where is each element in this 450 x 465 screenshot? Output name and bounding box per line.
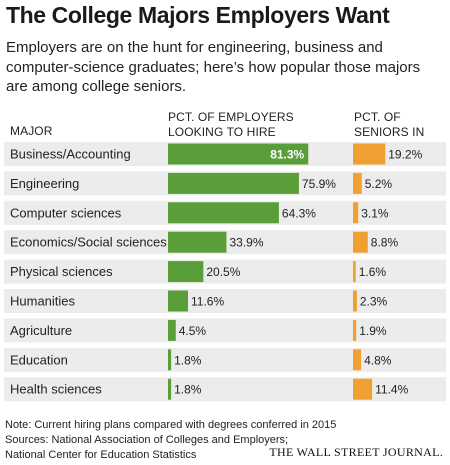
employers-value-label: 4.5% [179,324,207,338]
employers-bar [168,172,299,194]
employers-value-label: 11.6% [191,295,224,309]
seniors-bar [353,378,373,400]
category-label: Computer sciences [10,205,122,220]
employers-bar [168,319,176,341]
row-band [4,318,446,343]
seniors-bar [353,290,357,312]
seniors-bar [353,172,362,194]
seniors-value-label: 1.9% [359,324,387,338]
category-label: Humanities [10,294,76,309]
employers-value-label: 1.8% [174,383,202,397]
category-label: Agriculture [10,323,72,338]
employers-bar [168,231,227,253]
row-band [4,347,446,372]
seniors-bar [353,261,356,283]
employers-column-header: PCT. OF EMPLOYERS LOOKING TO HIRE [168,110,294,139]
seniors-value-label: 5.2% [365,177,393,191]
employers-value-label: 75.9% [302,177,336,191]
seniors-bar [353,231,368,253]
employers-value-label: 33.9% [229,236,263,250]
category-label: Engineering [10,176,79,191]
footnote: Note: Current hiring plans compared with… [5,419,337,431]
sources-line-1: Sources: National Association of College… [5,434,289,446]
seniors-bar [353,143,386,165]
employers-bar [168,143,309,165]
chart-title: The College Majors Employers Want [6,2,390,28]
chart-subtitle: Employers are on the hunt for engineerin… [6,39,421,95]
employers-bar [168,202,279,224]
seniors-value-label: 19.2% [388,148,422,162]
sources-line-2: National Center for Education Statistics [5,449,197,461]
row-band [4,289,446,313]
category-label: Economics/Social sciences [10,235,167,250]
employers-value-label: 20.5% [206,265,240,279]
seniors-value-label: 8.8% [371,236,399,250]
publisher-logo: THE WALL STREET JOURNAL. [269,445,443,459]
major-column-header: MAJOR [10,124,53,138]
seniors-bar [353,319,357,341]
seniors-value-label: 4.8% [364,353,392,367]
row-band [4,377,446,402]
employers-bar [168,349,172,371]
employers-value-label: 1.8% [174,353,202,367]
seniors-bar [353,349,362,371]
employers-bar [168,290,189,312]
employers-bar [168,261,204,283]
bar-chart: Business/Accounting 81.3% 19.2% Engineering… [4,142,446,402]
row-band [4,259,446,284]
employers-value-label: 81.3% [270,148,304,162]
seniors-value-label: 2.3% [360,295,388,309]
seniors-value-label: 11.4% [375,383,408,397]
category-label: Physical sciences [10,264,113,279]
employers-value-label: 64.3% [282,206,316,220]
seniors-bar [353,202,359,224]
seniors-value-label: 1.6% [359,265,387,279]
seniors-value-label: 3.1% [361,206,389,220]
category-label: Business/Accounting [10,147,131,162]
category-label: Education [10,352,68,367]
employers-bar [168,378,172,400]
category-label: Health sciences [10,382,102,397]
